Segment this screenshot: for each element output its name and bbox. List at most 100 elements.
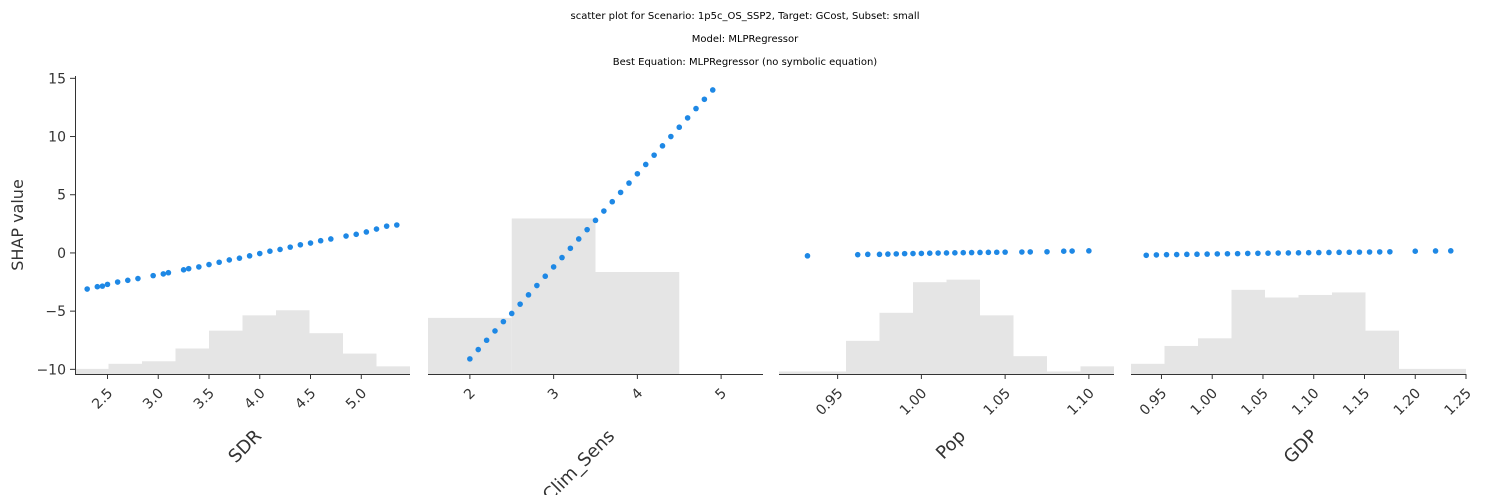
y-tick-label: −5 xyxy=(45,304,66,320)
panel-gdp: 0.95 1.00 1.05 1.10 1.15 1.20 1.25 GDP xyxy=(1131,248,1475,468)
histogram-bar xyxy=(276,310,310,374)
data-point xyxy=(114,279,121,285)
data-point xyxy=(297,241,304,248)
data-point xyxy=(317,237,324,244)
data-point xyxy=(534,282,540,289)
figure-title-line3: Best Equation: MLPRegressor (no symbolic… xyxy=(613,57,877,68)
histogram-bar xyxy=(846,340,880,374)
data-point xyxy=(150,272,156,279)
histogram-bar xyxy=(1080,366,1114,374)
x-tick-label: 1.10 xyxy=(1289,386,1322,419)
data-point xyxy=(353,231,359,238)
data-point xyxy=(651,152,657,158)
data-point xyxy=(1173,251,1180,258)
data-point xyxy=(559,254,565,261)
data-point xyxy=(1366,249,1373,255)
data-point xyxy=(804,253,811,259)
panel-clim-sens: 2 3 4 5 Clim_Sens xyxy=(428,87,763,495)
data-point xyxy=(500,318,507,325)
x-tick-label: 1.10 xyxy=(1064,386,1097,419)
data-point xyxy=(1086,248,1092,254)
data-point xyxy=(659,143,666,149)
data-point xyxy=(277,246,283,253)
data-point xyxy=(196,264,202,270)
data-point xyxy=(373,226,380,232)
data-point xyxy=(1265,250,1271,256)
y-tick-label: 15 xyxy=(48,71,66,87)
data-point xyxy=(893,251,900,257)
histogram-bar xyxy=(1365,330,1399,374)
data-point xyxy=(684,115,691,121)
data-point xyxy=(1234,250,1241,257)
data-point xyxy=(1412,248,1419,254)
x-tick-label: 0.95 xyxy=(1137,386,1170,419)
histogram-bar xyxy=(209,330,243,374)
data-point xyxy=(1224,250,1231,257)
data-point xyxy=(601,208,607,214)
data-point xyxy=(1044,248,1050,255)
data-point xyxy=(626,180,632,186)
data-point xyxy=(84,286,90,292)
data-point xyxy=(709,87,716,93)
x-tick-label: 1.25 xyxy=(1441,386,1474,419)
data-point xyxy=(1153,252,1160,258)
y-tick-label: −10 xyxy=(36,362,66,378)
data-point xyxy=(1326,249,1332,256)
data-point xyxy=(99,283,106,289)
data-point xyxy=(609,198,616,205)
histogram-bar xyxy=(1013,356,1047,374)
data-point xyxy=(935,250,941,256)
histogram-bar xyxy=(142,361,176,374)
data-point xyxy=(854,251,861,258)
data-point xyxy=(1316,249,1322,256)
x-tick-label: 2.5 xyxy=(89,386,116,413)
data-point xyxy=(394,222,400,228)
data-point xyxy=(517,301,523,307)
data-point xyxy=(1255,250,1261,257)
data-point xyxy=(943,250,950,256)
histogram-bar xyxy=(980,315,1014,374)
x-tick-label: 3.0 xyxy=(140,386,167,413)
histogram-bar xyxy=(1198,338,1232,374)
x-tick-label: 5 xyxy=(712,386,730,404)
histogram-bar xyxy=(595,272,680,374)
figure-title-line1: scatter plot for Scenario: 1p5c_OS_SSP2,… xyxy=(571,11,920,22)
data-point xyxy=(617,189,624,196)
histogram-bar xyxy=(242,315,276,374)
data-point xyxy=(977,249,983,256)
data-point xyxy=(1002,249,1008,255)
data-point xyxy=(1069,248,1075,254)
data-point xyxy=(328,236,334,242)
histogram-bar xyxy=(879,312,913,374)
data-point xyxy=(901,250,908,257)
data-point xyxy=(483,337,490,344)
histogram-bar xyxy=(913,282,947,374)
histogram-bar xyxy=(1047,371,1081,374)
histogram-bar xyxy=(1265,297,1299,374)
x-tick-label: 1.00 xyxy=(897,386,930,419)
histogram-bar xyxy=(1298,294,1332,374)
data-point xyxy=(1285,250,1292,256)
data-point xyxy=(185,265,192,272)
data-point xyxy=(246,253,253,259)
data-point xyxy=(287,244,294,250)
data-point xyxy=(1356,249,1363,255)
data-point xyxy=(642,161,649,168)
data-point xyxy=(226,257,233,263)
data-point xyxy=(1387,248,1393,255)
x-axis-label: SDR xyxy=(224,426,266,468)
data-point xyxy=(960,249,967,256)
x-tick-label: 0.95 xyxy=(813,386,846,419)
data-point xyxy=(668,133,674,140)
data-point xyxy=(1184,251,1190,258)
x-tick-label: 4.5 xyxy=(292,386,319,413)
x-tick-label: 1.05 xyxy=(981,386,1014,419)
data-point xyxy=(1432,248,1439,254)
data-point xyxy=(701,96,708,103)
x-tick-label: 1.00 xyxy=(1188,386,1221,419)
histogram-bar xyxy=(175,348,209,374)
data-point xyxy=(475,346,482,353)
histogram-bar xyxy=(779,371,813,374)
data-point xyxy=(864,251,871,258)
